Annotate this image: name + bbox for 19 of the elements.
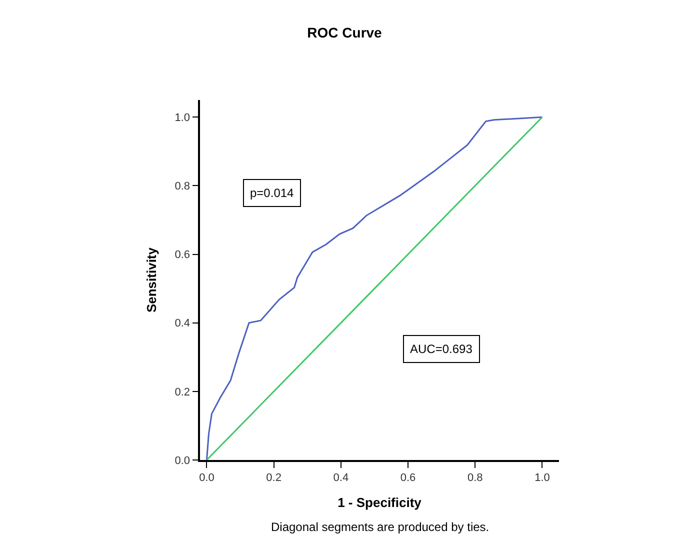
y-tick-label: 0.4 (174, 318, 190, 330)
x-tick-label: 0.8 (467, 472, 483, 484)
x-tick-label: 0.6 (400, 472, 416, 484)
y-tick-label: 0.2 (174, 386, 190, 398)
annotation: AUC=0.693 (410, 342, 473, 356)
text: Diagonal segments are produced by ties. (271, 520, 490, 534)
y-tick-label: 0.6 (174, 249, 190, 262)
y-tick-label: 1.0 (174, 112, 190, 124)
chart-title: ROC Curve (307, 24, 382, 40)
x-tick-label: 0.2 (266, 472, 282, 484)
x-axis-title: 1 - Specificity (338, 495, 422, 510)
x-tick-label: 0.0 (199, 472, 214, 484)
y-tick-label: 0.8 (174, 180, 190, 193)
line-series (206, 116, 543, 460)
x-tick-label: 1.0 (534, 472, 550, 484)
x-tick-label: 0.4 (333, 472, 349, 484)
y-axis-title: Sensitivity (144, 246, 160, 313)
y-tick-label: 0.0 (174, 454, 190, 467)
annotation: p=0.014 (250, 186, 294, 200)
